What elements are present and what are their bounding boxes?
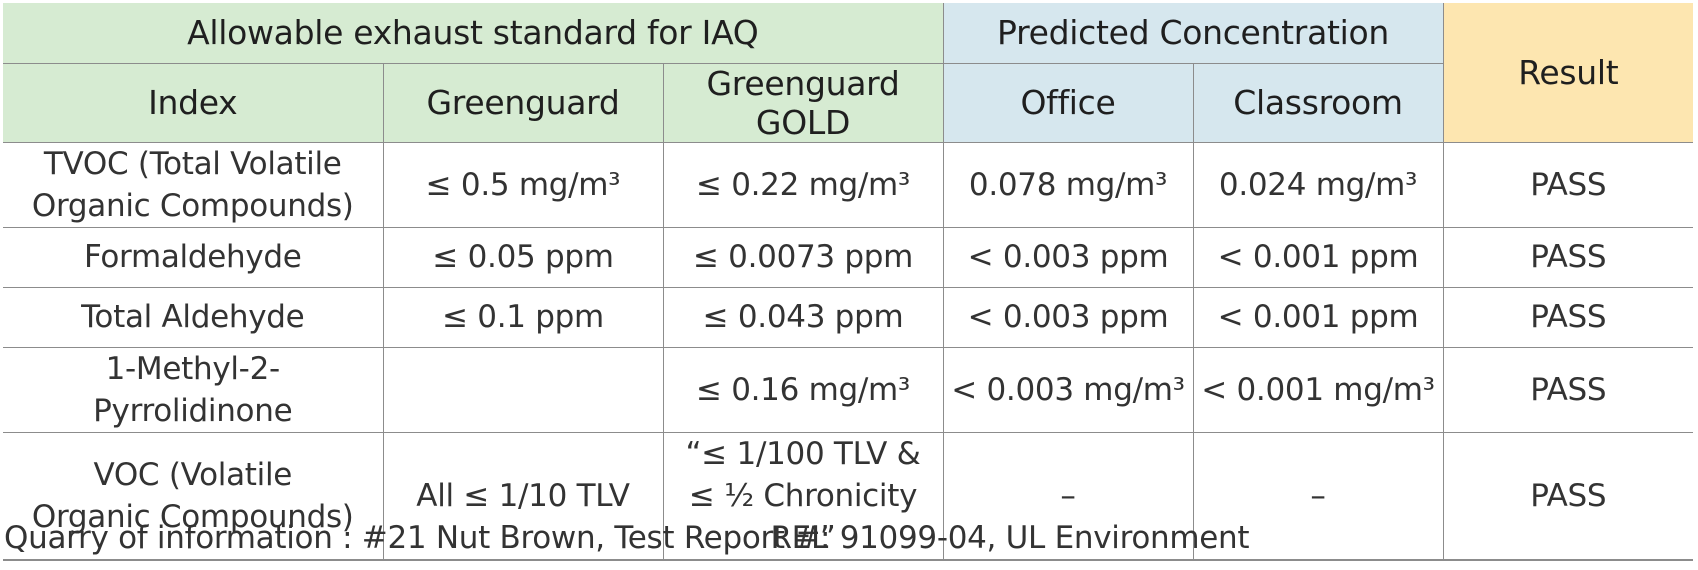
office-column-header: Office [943,63,1194,143]
table-row: TVOC (Total Volatile Organic Compounds) … [3,142,1694,228]
index-cell: 1-Methyl-2-Pyrrolidinone [3,347,384,433]
result-cell: PASS [1443,287,1694,348]
iaq-standards-table: Allowable exhaust standard for IAQ Predi… [3,3,1694,561]
office-cell: 0.078 mg/m³ [943,142,1194,228]
office-cell: < 0.003 ppm [943,287,1194,348]
classroom-cell: – [1193,432,1444,561]
table-row: VOC (Volatile Organic Compounds) All ≤ 1… [3,432,1694,561]
result-cell: PASS [1443,227,1694,288]
column-header-row: Index Greenguard Greenguard GOLD Office … [3,63,1693,143]
index-column-header: Index [3,63,384,143]
greenguard-cell: ≤ 0.1 ppm [383,287,664,348]
index-cell: Formaldehyde [3,227,384,288]
index-cell: TVOC (Total Volatile Organic Compounds) [3,142,384,228]
table-row: 1-Methyl-2-Pyrrolidinone ≤ 0.16 mg/m³ < … [3,347,1694,433]
index-cell: VOC (Volatile Organic Compounds) [3,432,384,561]
office-cell: – [943,432,1194,561]
predicted-concentration-header: Predicted Concentration [943,3,1444,64]
greenguard-cell: All ≤ 1/10 TLV [383,432,664,561]
classroom-cell: < 0.001 ppm [1193,287,1444,348]
result-cell: PASS [1443,142,1694,228]
table-row: Formaldehyde ≤ 0.05 ppm ≤ 0.0073 ppm < 0… [3,227,1694,288]
greenguard-gold-cell: ≤ 0.0073 ppm [663,227,944,288]
classroom-cell: 0.024 mg/m³ [1193,142,1444,228]
greenguard-gold-cell: “≤ 1/100 TLV & ≤ ½ Chronicity REL” [663,432,944,561]
greenguard-gold-column-header: Greenguard GOLD [663,63,944,143]
table-row: Total Aldehyde ≤ 0.1 ppm ≤ 0.043 ppm < 0… [3,287,1694,348]
classroom-cell: < 0.001 ppm [1193,227,1444,288]
index-cell: Total Aldehyde [3,287,384,348]
greenguard-gold-cell: ≤ 0.22 mg/m³ [663,142,944,228]
classroom-column-header: Classroom [1193,63,1444,143]
greenguard-cell: ≤ 0.05 ppm [383,227,664,288]
greenguard-gold-cell: ≤ 0.16 mg/m³ [663,347,944,433]
group-header-row: Allowable exhaust standard for IAQ Predi… [3,3,1694,143]
result-header: Result [1443,3,1694,143]
result-cell: PASS [1443,347,1694,433]
iaq-table-container: Allowable exhaust standard for IAQ Predi… [3,3,1698,561]
greenguard-cell: ≤ 0.5 mg/m³ [383,142,664,228]
result-cell: PASS [1443,432,1694,561]
office-cell: < 0.003 mg/m³ [943,347,1194,433]
source-note: Quarry of information : #21 Nut Brown, T… [4,520,1250,556]
allowable-standard-header: Allowable exhaust standard for IAQ [3,3,944,64]
office-cell: < 0.003 ppm [943,227,1194,288]
greenguard-cell [383,347,664,433]
classroom-cell: < 0.001 mg/m³ [1193,347,1444,433]
greenguard-gold-cell: ≤ 0.043 ppm [663,287,944,348]
greenguard-column-header: Greenguard [383,63,664,143]
